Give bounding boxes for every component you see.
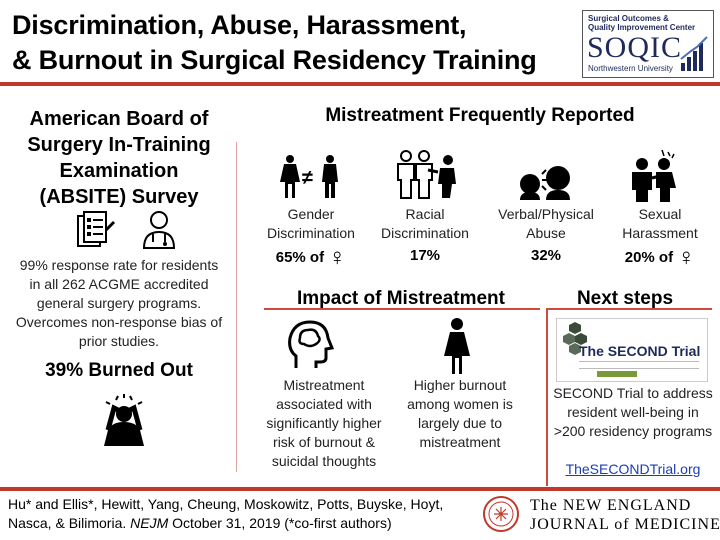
brain-head-icon [288, 320, 334, 368]
next-steps-text: SECOND Trial to address resident well-be… [553, 385, 713, 439]
journal-abbrev: NEJM [130, 515, 169, 531]
survey-description: 99% response rate for residents in all 2… [15, 257, 223, 349]
logo-line-1: Surgical Outcomes & [588, 14, 669, 23]
impact-burnout-text: Mistreatment associated with significant… [266, 377, 382, 469]
trial-green-tag [597, 371, 637, 377]
nejm-line-1: The NEW ENGLAND [530, 497, 692, 514]
title-line-2: & Burnout in Surgical Residency Training [12, 45, 537, 75]
logo-acronym: SOQIC [587, 31, 683, 64]
sexual-harassment-stat: 20% of ♀ [624, 244, 696, 271]
next-steps-heading: Next steps [576, 288, 674, 309]
impact-underline [264, 308, 540, 310]
column-divider [236, 142, 237, 472]
trial-subtitle-lines [579, 361, 699, 369]
doctor-icon [142, 211, 176, 249]
citation-line-2: Nasca, & Bilimoria. NEJM October 31, 201… [8, 515, 392, 531]
racial-discrimination-stat: 17% [409, 247, 441, 264]
impact-women-text: Higher burnout among women is largely du… [407, 377, 513, 450]
sexual-harassment-label: Sexual Harassment [622, 206, 698, 241]
header-divider [0, 82, 720, 86]
woman-icon [444, 318, 470, 374]
citation: Hu* and Ellis*, Hewitt, Yang, Cheung, Mo… [8, 495, 443, 533]
verbal-abuse-icon [520, 166, 570, 200]
gender-discrimination-label: Gender Discrimination [267, 206, 355, 241]
next-steps-box [546, 308, 548, 486]
female-symbol: ♀ [677, 244, 696, 271]
gender-inequality-icon: ≠ [280, 155, 338, 198]
logo-line-2: Quality Improvement Center [588, 23, 696, 32]
racial-discrimination-icon [397, 150, 456, 199]
second-trial-link[interactable]: TheSECONDTrial.org [565, 461, 701, 477]
harassment-icon [632, 149, 676, 202]
impact-heading: Impact of Mistreatment [297, 288, 505, 309]
citation-line-1: Hu* and Ellis*, Hewitt, Yang, Cheung, Mo… [8, 496, 444, 512]
verbal-physical-abuse-label: Verbal/Physical Abuse [498, 206, 594, 241]
bar-graph-icon [680, 36, 708, 71]
mistreatment-heading: Mistreatment Frequently Reported [325, 105, 635, 126]
logo-university: Northwestern University [588, 64, 673, 73]
nejm-seal-icon [483, 496, 519, 532]
footer-divider [0, 487, 720, 491]
soqic-logo: Surgical Outcomes & Quality Improvement … [582, 10, 714, 78]
racial-discrimination-label: Racial Discrimination [381, 206, 469, 241]
svg-text:≠: ≠ [302, 167, 313, 189]
female-symbol: ♀ [328, 244, 347, 271]
title-line-1: Discrimination, Abuse, Harassment, [12, 10, 467, 40]
burnout-stat: 39% Burned Out [45, 360, 193, 381]
next-steps-underline [548, 308, 712, 310]
nejm-line-2: JOURNAL of MEDICINE [530, 516, 720, 533]
verbal-physical-abuse-stat: 32% [530, 247, 562, 264]
second-trial-banner: The SECOND Trial [556, 318, 708, 382]
trial-title: The SECOND Trial [579, 343, 701, 359]
stressed-person-icon [104, 394, 144, 446]
nejm-logo-text: The NEW ENGLAND JOURNAL of MEDICINE [530, 496, 720, 534]
document-checklist-icon [77, 211, 116, 247]
hexagon-logo-icon [563, 322, 587, 355]
gender-discrimination-stat: 65% of ♀ [275, 244, 347, 271]
survey-title: American Board of Surgery In-Training Ex… [27, 108, 211, 208]
page-title: Discrimination, Abuse, Harassment, & Bur… [12, 8, 537, 78]
